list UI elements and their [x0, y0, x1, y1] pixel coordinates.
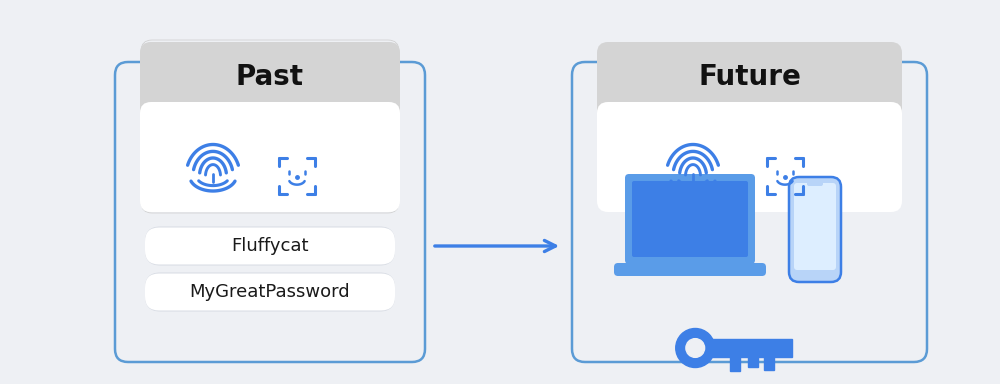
- FancyBboxPatch shape: [632, 181, 748, 257]
- Bar: [712, 339, 792, 357]
- FancyBboxPatch shape: [140, 42, 400, 124]
- Bar: [764, 357, 774, 370]
- Bar: [730, 357, 740, 371]
- FancyBboxPatch shape: [145, 273, 395, 311]
- FancyBboxPatch shape: [789, 177, 841, 282]
- FancyBboxPatch shape: [597, 42, 902, 124]
- Text: Fluffycat: Fluffycat: [231, 237, 309, 255]
- FancyBboxPatch shape: [145, 227, 395, 265]
- Text: MyGreatPassword: MyGreatPassword: [190, 283, 350, 301]
- Circle shape: [676, 328, 715, 367]
- FancyBboxPatch shape: [625, 174, 755, 264]
- FancyBboxPatch shape: [807, 179, 823, 186]
- Text: Past: Past: [236, 63, 304, 91]
- FancyBboxPatch shape: [145, 227, 395, 265]
- FancyBboxPatch shape: [614, 263, 766, 276]
- Circle shape: [686, 339, 705, 358]
- FancyBboxPatch shape: [794, 183, 836, 270]
- FancyBboxPatch shape: [140, 102, 400, 212]
- FancyBboxPatch shape: [597, 102, 902, 212]
- Bar: [748, 357, 758, 367]
- FancyBboxPatch shape: [145, 273, 395, 311]
- Text: Future: Future: [699, 63, 801, 91]
